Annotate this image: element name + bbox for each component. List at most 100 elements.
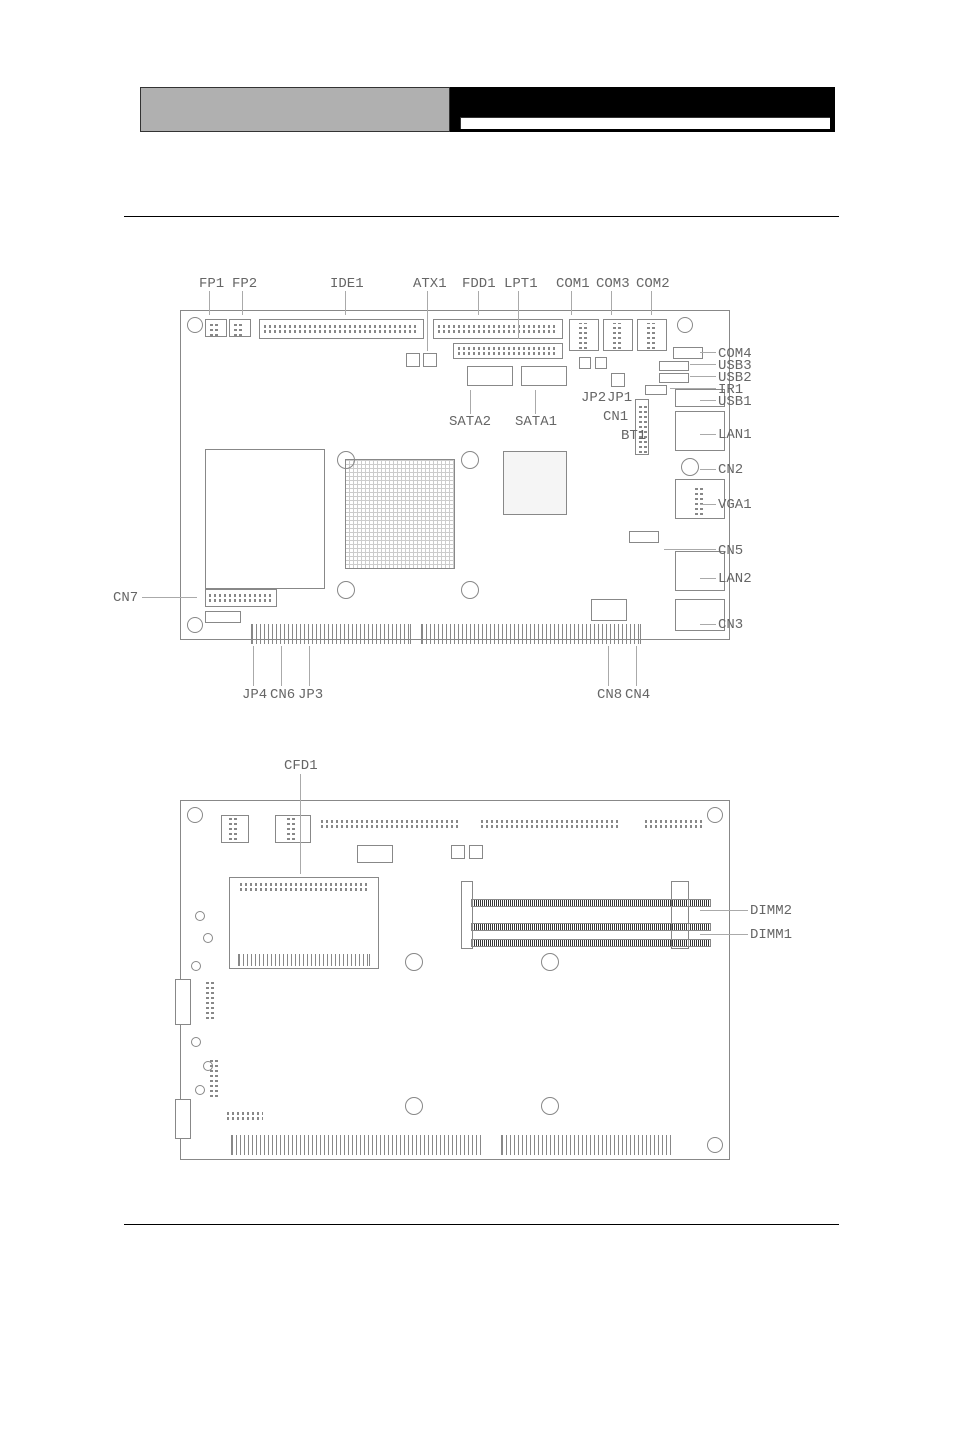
leader [281,646,282,686]
header-bar [140,87,835,132]
label-atx1: ATX1 [413,276,447,292]
label-jp1: JP1 [607,390,632,406]
label-cn4: CN4 [625,687,650,703]
cn2-circle [681,458,699,476]
edge-connector-b2 [501,1135,671,1155]
leader [470,390,471,414]
label-vga1: VGA1 [718,497,752,513]
mounting-hole [677,317,693,333]
leader [690,376,716,377]
mount-circle [461,581,479,599]
dimm-clip [671,881,689,949]
jp1 [595,357,607,369]
label-ide1: IDE1 [330,276,364,292]
atx-box [406,353,420,367]
leader [700,434,716,435]
label-bt1: BT1 [621,428,646,444]
side-port [175,979,191,1025]
cn7-connector [205,589,277,607]
label-fp1: FP1 [199,276,224,292]
label-jp2: JP2 [581,390,606,406]
mount-circle [405,953,423,971]
label-jp3: JP3 [298,687,323,703]
header-right-block [450,87,835,132]
leader [636,646,637,686]
port-circle [195,1085,205,1095]
mount-circle [541,1097,559,1115]
fp1-connector [205,319,227,337]
leader [345,291,346,315]
side-port [175,1099,191,1139]
port-dots [209,1057,219,1097]
com4-connector [673,347,703,359]
com1-connector [569,319,599,351]
cn5-connector [629,531,659,543]
atx-box [423,353,437,367]
leader [664,549,716,550]
edge-connector-2 [421,624,641,644]
fp2-connector [229,319,251,337]
leader [700,624,716,625]
pin-row [645,819,705,829]
cfd1-slot [229,877,379,969]
label-jp4: JP4 [242,687,267,703]
leader [571,291,572,315]
label-cn5: CN5 [718,543,743,559]
label-com1: COM1 [556,276,590,292]
small-conn [357,845,393,863]
label-com2: COM2 [636,276,670,292]
pin-row [321,819,461,829]
header-notch [460,117,830,129]
port-dots [205,979,215,1019]
edge-connector-1 [251,624,411,644]
edge-connector-b1 [231,1135,481,1155]
label-cn1: CN1 [603,409,628,425]
leader [700,504,716,505]
leader [478,291,479,315]
leader [518,291,519,339]
leader [309,646,310,686]
label-fdd1: FDD1 [462,276,496,292]
mount-circle [337,581,355,599]
port-circle [203,933,213,943]
label-dimm2: DIMM2 [750,903,792,919]
label-cn7: CN7 [113,590,138,606]
label-dimm1: DIMM1 [750,927,792,943]
leader [209,291,210,315]
cn8-connector [591,599,627,621]
divider-top [124,216,839,217]
leader [670,388,716,389]
leader [427,291,428,351]
label-lpt1: LPT1 [504,276,538,292]
label-cn2: CN2 [718,462,743,478]
pin-row [227,1111,263,1121]
label-cn6: CN6 [270,687,295,703]
sata1-connector [521,366,567,386]
pin-row [481,819,621,829]
header-left-block [140,87,450,132]
mounting-hole [707,1137,723,1153]
leader [700,934,748,935]
chipset [503,451,567,515]
ir1-connector [645,385,667,395]
cpu-socket [345,459,455,569]
board-bottom-outline [180,800,730,1160]
leader [608,646,609,686]
com3-connector [603,319,633,351]
leader [651,291,652,315]
leader [700,910,748,911]
leader [253,646,254,686]
label-cn8: CN8 [597,687,622,703]
lpt1-connector [453,343,563,359]
port-circle [195,911,205,921]
mounting-hole [187,317,203,333]
mounting-hole [187,617,203,633]
leader [700,400,716,401]
label-sata2: SATA2 [449,414,491,430]
fdd1-connector [433,319,563,339]
port-circle [191,961,201,971]
leader [700,352,716,353]
ide1-connector [259,319,424,339]
small-conn [469,845,483,859]
mount-circle [461,451,479,469]
